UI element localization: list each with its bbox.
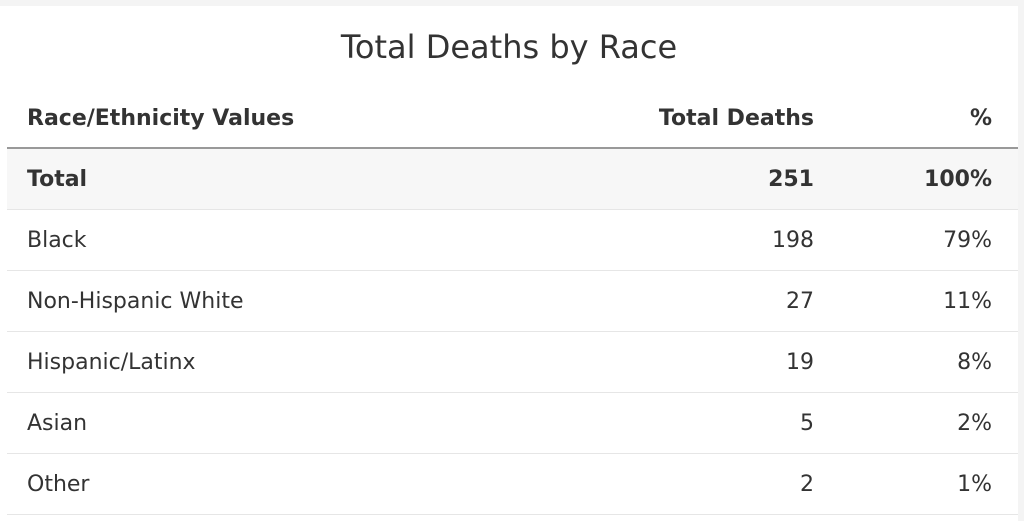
- table-cell: Black: [7, 209, 494, 271]
- table-cell: Non-Hispanic White: [7, 270, 494, 332]
- table-cell: 1%: [822, 453, 1018, 515]
- table-body: Total 251 100% Black 198 79% Non-Hispanic Whit…: [7, 148, 1018, 515]
- column-header: Total Deaths: [494, 90, 822, 149]
- title: Total Deaths by Race: [340, 28, 678, 66]
- table-card: Total Deaths by Race Race/Ethnicity Valu…: [0, 6, 1018, 521]
- table-cell: 8%: [822, 331, 1018, 393]
- header-row: Race/Ethnicity Values Total Deaths%: [7, 90, 1018, 149]
- table-cell: 2%: [822, 392, 1018, 454]
- table-cell: 2: [494, 453, 822, 515]
- column-header: Race/Ethnicity Values: [7, 90, 494, 149]
- table-row: Black 198 79%: [7, 209, 1018, 271]
- table-cell: 5: [494, 392, 822, 454]
- table-cell: 27: [494, 270, 822, 332]
- table-cell: 100%: [822, 148, 1018, 210]
- table-row: Asian 5 2%: [7, 392, 1018, 454]
- table-row: Hispanic/Latinx 19 8%: [7, 331, 1018, 393]
- table-row: Total 251 100%: [7, 148, 1018, 210]
- table-cell: 11%: [822, 270, 1018, 332]
- table-cell: 251: [494, 148, 822, 210]
- data-table: Race/Ethnicity Values Total Deaths% Total…: [7, 90, 1018, 515]
- table-cell: Total: [7, 148, 494, 210]
- table-cell: Hispanic/Latinx: [7, 331, 494, 393]
- table-cell: 19: [494, 331, 822, 393]
- table-row: Non-Hispanic White 27 11%: [7, 270, 1018, 332]
- table-cell: Other: [7, 453, 494, 515]
- column-header: %: [822, 90, 1018, 149]
- table-cell: 79%: [822, 209, 1018, 271]
- table-cell: 198: [494, 209, 822, 271]
- table-cell: Asian: [7, 392, 494, 454]
- table-row: Other 2 1%: [7, 453, 1018, 515]
